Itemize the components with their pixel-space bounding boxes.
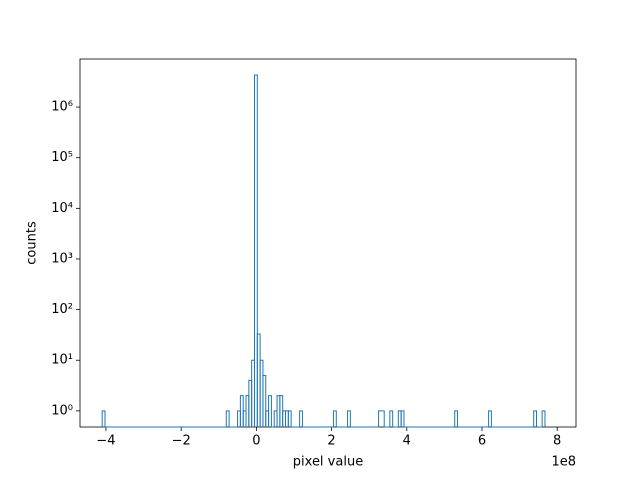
histogram-bin: [488, 410, 492, 427]
histogram-bin: [101, 410, 106, 427]
y-tick-label: 10⁰: [51, 403, 73, 418]
x-tick-label: 8: [553, 434, 561, 449]
x-offset-label: 1e8: [551, 455, 576, 470]
x-tick-label: 2: [327, 434, 335, 449]
x-tick-label: 6: [478, 434, 486, 449]
histogram-bin: [541, 410, 546, 427]
histogram-bin: [299, 410, 303, 427]
histogram-bin: [268, 395, 272, 427]
histogram-bin: [225, 410, 230, 427]
x-tick-label: −2: [172, 434, 191, 449]
histogram-bin: [332, 410, 337, 427]
y-tick-label: 10²: [51, 302, 73, 317]
plot-frame: [79, 58, 577, 428]
histogram-bin: [533, 410, 538, 427]
x-tick-label: −4: [96, 434, 115, 449]
y-tick-label: 10¹: [51, 353, 73, 368]
x-tick-label: 0: [252, 434, 260, 449]
y-tick-label: 10³: [51, 251, 73, 266]
histogram-bin: [454, 410, 459, 427]
x-tick-label: 4: [403, 434, 411, 449]
histogram-bin: [347, 410, 351, 427]
y-axis-label: counts: [25, 221, 40, 265]
x-axis-label: pixel value: [293, 455, 363, 470]
histogram-bin: [262, 374, 267, 427]
histogram-bin: [378, 410, 385, 427]
histogram-bin: [389, 410, 394, 427]
y-tick-label: 10⁵: [51, 150, 73, 165]
y-tick-label: 10⁴: [51, 201, 73, 216]
y-tick-label: 10⁶: [51, 100, 73, 115]
histogram-bin: [287, 410, 292, 427]
histogram-bin: [253, 74, 258, 427]
histogram-bin: [400, 410, 405, 427]
